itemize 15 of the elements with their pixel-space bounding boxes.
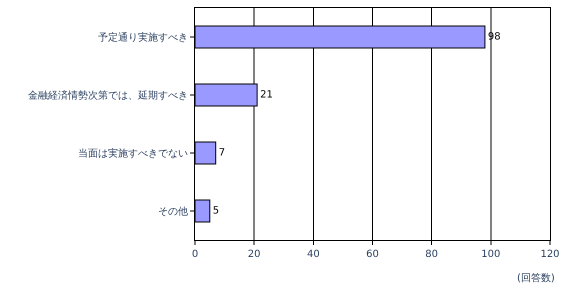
x-tick-label: 60 (366, 249, 379, 260)
y-tick-label: その他 (158, 206, 188, 218)
data-label: 5 (212, 206, 220, 216)
x-tick-label: 20 (248, 249, 261, 260)
x-tick-label: 80 (425, 249, 438, 260)
y-tick-label: 当面は実施すべきでない (78, 148, 188, 160)
x-tick-label: 100 (481, 249, 500, 260)
y-tick-label: 金融経済情勢次第では、延期すべき (28, 90, 188, 102)
x-tick-label: 40 (306, 249, 320, 260)
data-label: 7 (218, 148, 226, 158)
x-axis-title: (回答数) (517, 272, 555, 284)
x-tick-label: 0 (192, 249, 198, 260)
y-tick-label: 予定通り実施すべき (98, 32, 188, 44)
x-tick-label: 120 (540, 249, 560, 260)
data-label: 21 (260, 90, 273, 100)
